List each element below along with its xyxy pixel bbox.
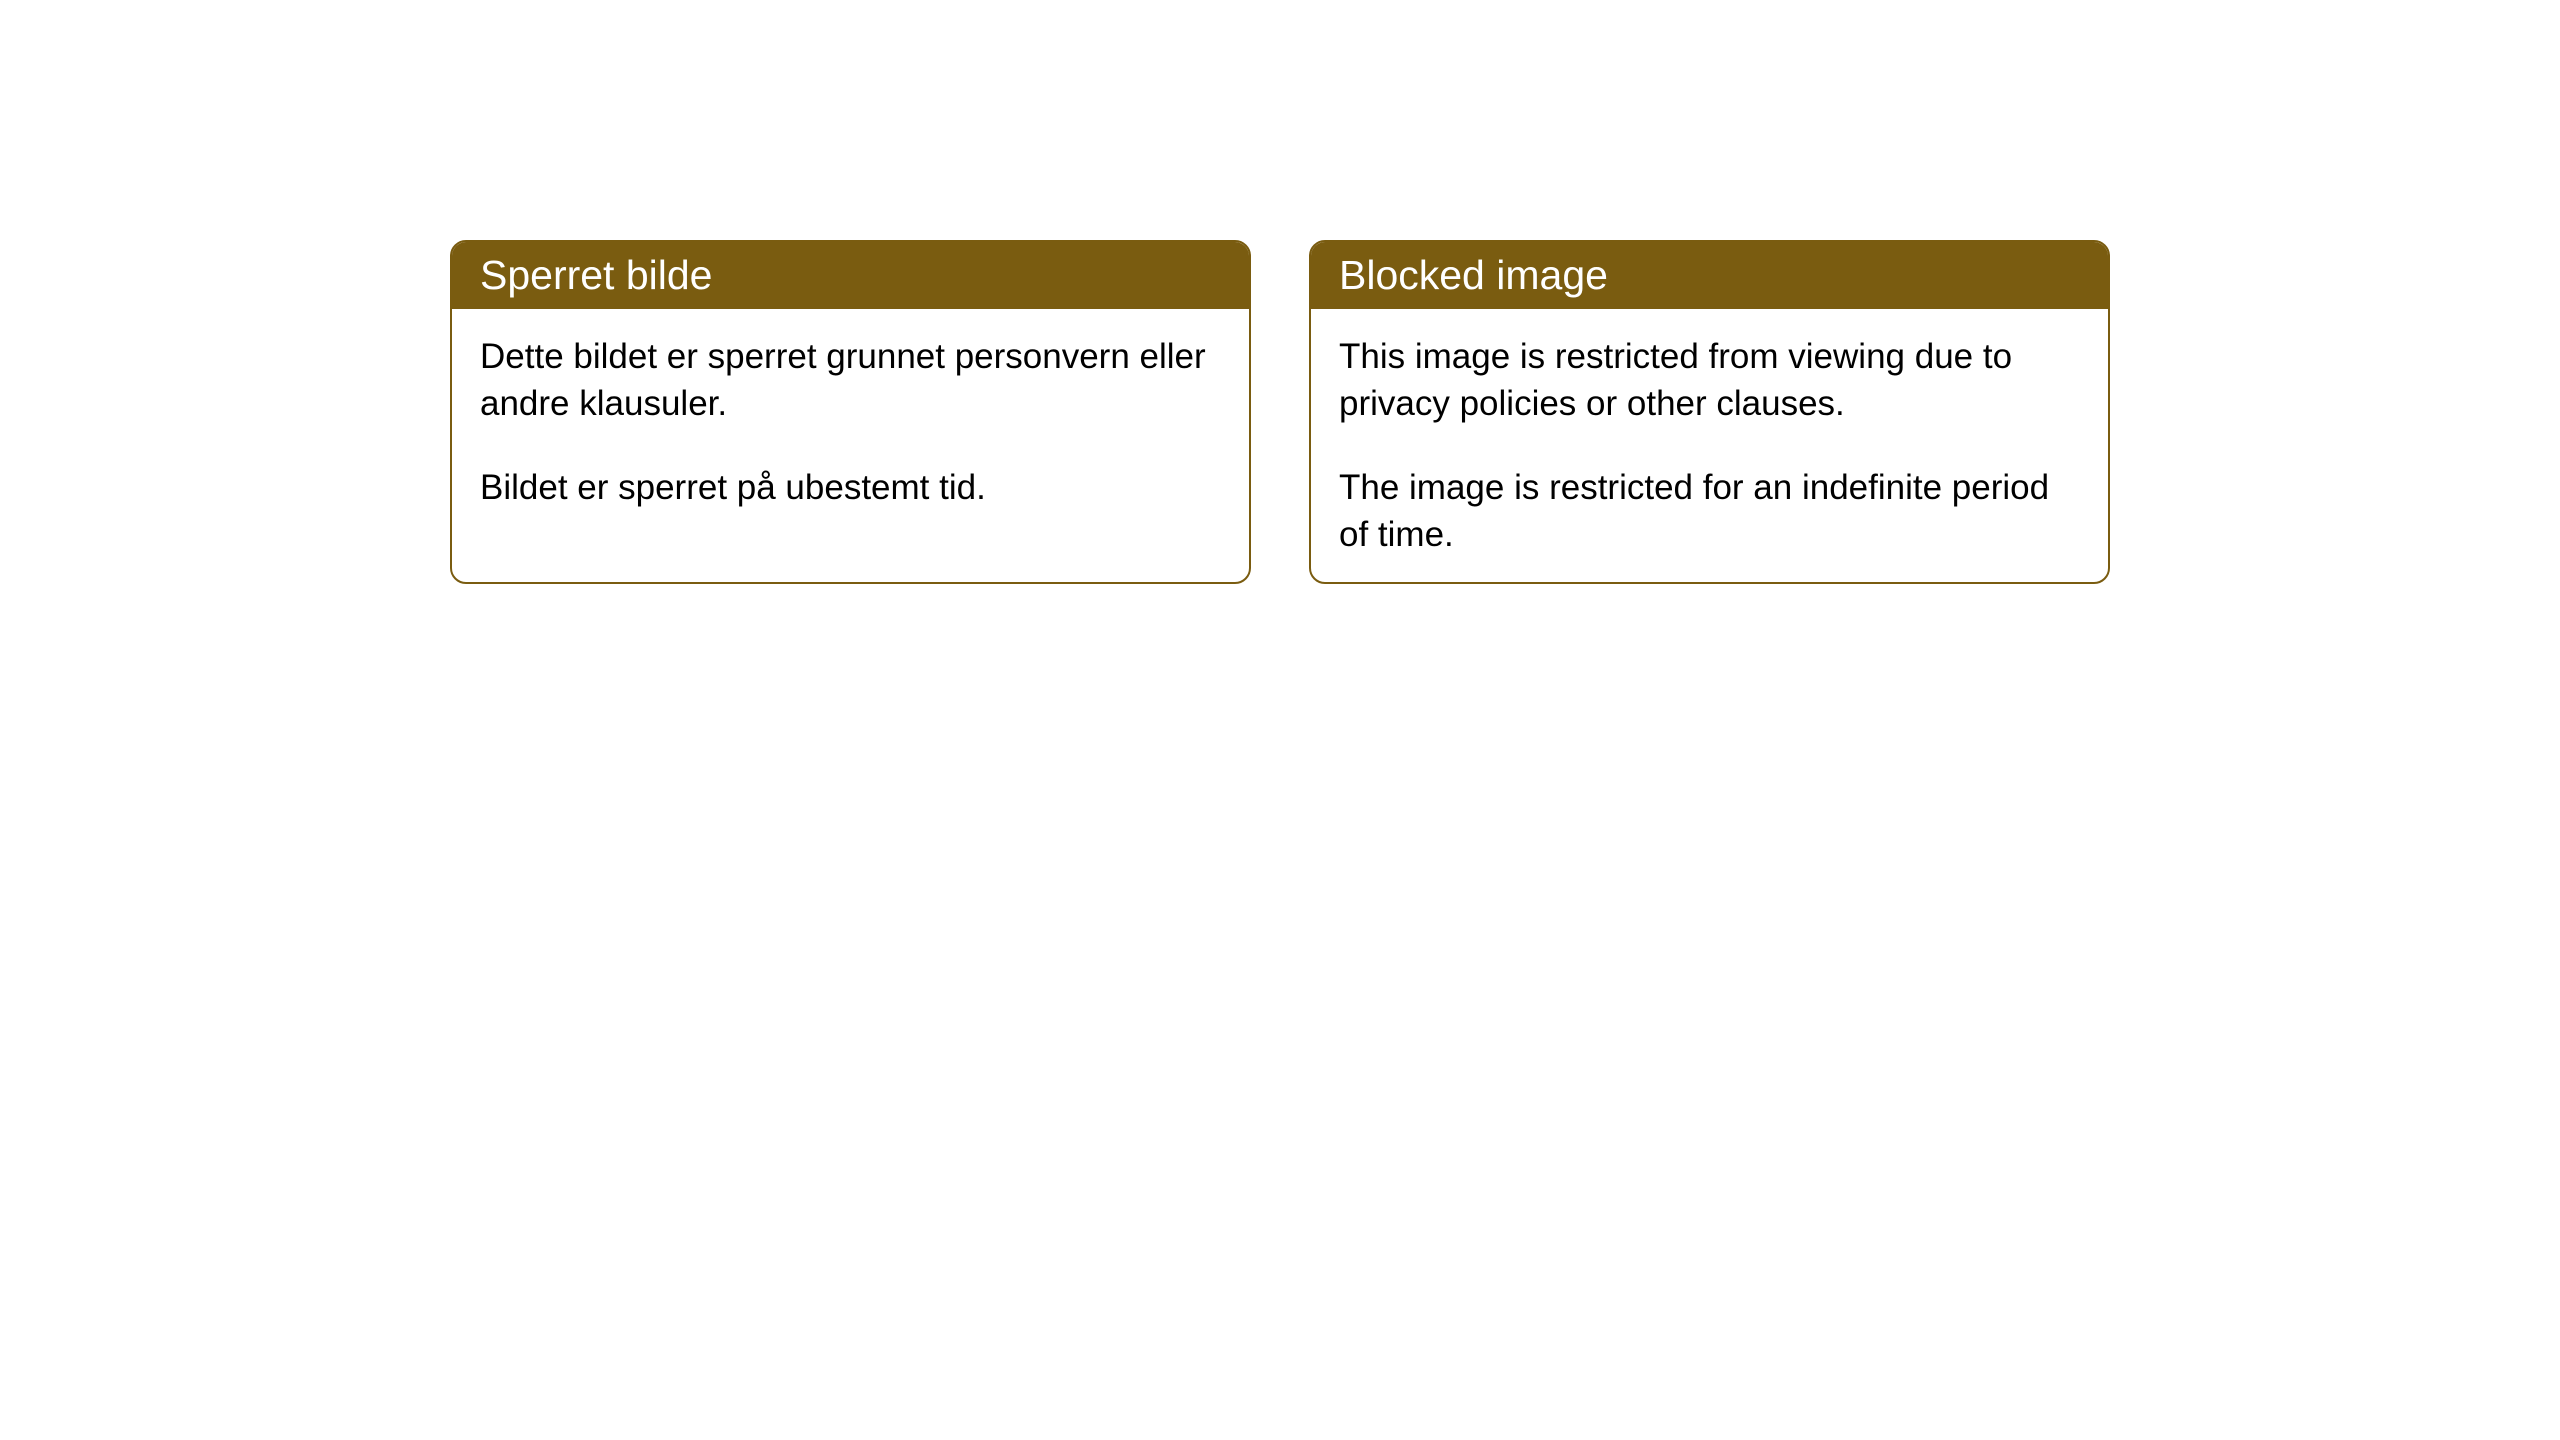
card-body: This image is restricted from viewing du… [1311, 309, 2108, 582]
card-title: Sperret bilde [452, 242, 1249, 309]
card-paragraph: Bildet er sperret på ubestemt tid. [480, 464, 1221, 511]
card-body: Dette bildet er sperret grunnet personve… [452, 309, 1249, 535]
card-paragraph: This image is restricted from viewing du… [1339, 333, 2080, 428]
notice-container: Sperret bilde Dette bildet er sperret gr… [0, 0, 2560, 584]
card-title: Blocked image [1311, 242, 2108, 309]
card-paragraph: The image is restricted for an indefinit… [1339, 464, 2080, 559]
notice-card-norwegian: Sperret bilde Dette bildet er sperret gr… [450, 240, 1251, 584]
notice-card-english: Blocked image This image is restricted f… [1309, 240, 2110, 584]
card-paragraph: Dette bildet er sperret grunnet personve… [480, 333, 1221, 428]
